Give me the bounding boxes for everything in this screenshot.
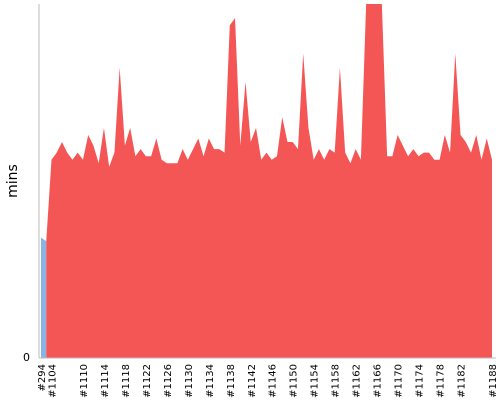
x-tick-label: #1182 — [457, 364, 468, 398]
y-axis-label: mins — [5, 164, 21, 198]
x-tick-label: #1188 — [488, 364, 499, 398]
x-tick-label: #1158 — [331, 364, 342, 398]
x-tick-label: #1114 — [100, 364, 111, 398]
x-tick-label: #1142 — [247, 364, 258, 398]
area-series-passed — [46, 4, 493, 358]
x-tick-label: #1146 — [268, 364, 279, 398]
x-tick-label: #1178 — [436, 364, 447, 398]
x-tick-label: #1104 — [48, 364, 59, 398]
x-tick-label: #1130 — [184, 364, 195, 398]
x-tick-label: #294 — [37, 364, 48, 391]
x-tick-labels: #294 #1104 #1110 #1114 #1118 #1122 #1126 #1130 #… — [37, 364, 499, 398]
x-tick-label: #1122 — [142, 364, 153, 398]
x-tick-label: #1134 — [205, 364, 216, 398]
x-tick-label: #1118 — [121, 364, 132, 398]
area-series-unstable — [41, 237, 47, 358]
x-tick-label: #1110 — [79, 364, 90, 398]
x-tick-label: #1138 — [226, 364, 237, 398]
x-tick-label: #1154 — [310, 364, 321, 398]
chart-areas — [41, 4, 493, 358]
x-tick-label: #1174 — [415, 364, 426, 398]
x-tick-label: #1162 — [352, 364, 363, 398]
x-tick-label: #1126 — [163, 364, 174, 398]
y-tick-label-0: 0 — [23, 351, 30, 364]
x-tick-label: #1150 — [289, 364, 300, 398]
x-tick-label: #1166 — [373, 364, 384, 398]
x-tick-label: #1170 — [394, 364, 405, 398]
